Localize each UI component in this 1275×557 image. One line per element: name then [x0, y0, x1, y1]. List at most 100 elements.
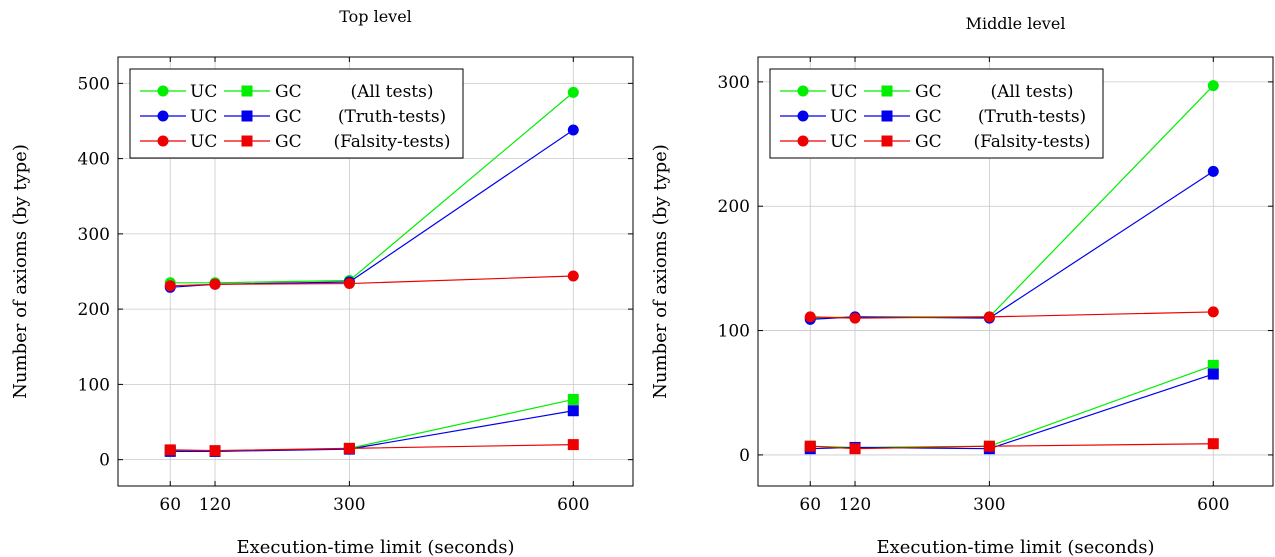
data-point — [343, 278, 355, 290]
legend-row: UC GC (Truth-tests) — [140, 107, 446, 127]
data-point — [1207, 359, 1219, 371]
legend-label-uc: UC — [190, 82, 217, 102]
x-tick-label: 60 — [159, 495, 181, 515]
y-tick-label: 0 — [739, 446, 750, 466]
legend-row: UC GC (Falsity-tests) — [140, 132, 451, 152]
chart-2: 60 120 300 600 0 100 200 300 Middle level Executi… — [650, 14, 1274, 557]
legend-marker-gc — [881, 85, 893, 97]
data-point — [164, 444, 176, 456]
series-uc-truth-tests — [804, 165, 1219, 325]
legend-label-gc: GC — [915, 82, 942, 102]
series-gc-all-tests — [804, 359, 1219, 453]
series-uc-falsity-tests — [804, 306, 1219, 324]
legend-group-label: (Falsity-tests) — [974, 132, 1091, 152]
x-tick-label: 600 — [1197, 495, 1229, 515]
data-point — [804, 311, 816, 323]
series-line — [810, 443, 1214, 450]
legend-label-uc: UC — [830, 82, 857, 102]
legend-label-uc: UC — [190, 132, 217, 152]
series-line — [810, 170, 1214, 320]
legend-marker-uc — [157, 85, 169, 97]
data-point — [209, 278, 221, 290]
y-tick-label: 500 — [78, 74, 110, 94]
y-tick-label: 100 — [718, 322, 750, 342]
series-gc-falsity-tests — [804, 438, 1219, 455]
data-point — [983, 440, 995, 452]
x-tick-label: 600 — [557, 495, 589, 515]
x-tick-label: 60 — [799, 495, 821, 515]
data-point — [1207, 438, 1219, 450]
legend-marker-uc — [797, 135, 809, 147]
series-line — [810, 364, 1214, 449]
data-point — [1207, 165, 1219, 177]
data-point — [567, 393, 579, 405]
y-tick-label: 300 — [718, 73, 750, 93]
legend-marker-uc — [157, 110, 169, 122]
legend-group-label: (Truth-tests) — [338, 107, 446, 127]
x-tick-label: 120 — [839, 495, 871, 515]
series-gc-truth-tests — [804, 368, 1219, 455]
x-tick-label: 120 — [199, 495, 231, 515]
data-point — [209, 445, 221, 457]
y-tick-label: 0 — [99, 451, 110, 471]
legend-marker-uc — [797, 85, 809, 97]
series-gc-truth-tests — [164, 405, 579, 457]
series-line — [810, 373, 1214, 450]
plot-frame — [117, 56, 634, 487]
data-point — [1207, 80, 1219, 92]
y-axis-label: Number of axioms (by type) — [10, 144, 31, 399]
legend: UC GC (All tests) UC GC (Truth-tests) UC GC (Fal… — [769, 68, 1104, 159]
plot-frame — [757, 56, 1274, 487]
legend-marker-gc — [241, 110, 253, 122]
legend-label-uc: UC — [830, 107, 857, 127]
legend-marker-gc — [241, 85, 253, 97]
data-point — [567, 124, 579, 136]
y-tick-label: 200 — [718, 197, 750, 217]
x-axis-label: Execution-time limit (seconds) — [236, 537, 514, 557]
legend-label-gc: GC — [275, 132, 302, 152]
legend-group-label: (Falsity-tests) — [334, 132, 451, 152]
series-line — [170, 398, 574, 452]
chart-title: Top level — [339, 7, 412, 26]
legend-row: UC GC (All tests) — [140, 82, 434, 102]
chart-1: 60 120 300 600 0 100 200 300 400 500 Top level Exec… — [10, 7, 634, 557]
data-point — [567, 86, 579, 98]
legend-label-gc: GC — [275, 107, 302, 127]
data-point — [343, 442, 355, 454]
series-uc-falsity-tests — [164, 270, 579, 292]
y-tick-label: 100 — [78, 375, 110, 395]
y-tick-label: 400 — [78, 150, 110, 170]
data-point — [1207, 368, 1219, 380]
series-line — [170, 91, 574, 284]
data-point — [804, 440, 816, 452]
legend-box — [769, 68, 1104, 159]
legend-label-uc: UC — [830, 132, 857, 152]
data-point — [567, 439, 579, 451]
legend-marker-gc — [881, 135, 893, 147]
series-gc-falsity-tests — [164, 439, 579, 457]
legend-row: UC GC (All tests) — [780, 82, 1074, 102]
series-line — [170, 275, 574, 287]
x-axis-label: Execution-time limit (seconds) — [876, 537, 1154, 557]
series-line — [170, 444, 574, 452]
legend-marker-gc — [881, 110, 893, 122]
legend-marker-uc — [157, 135, 169, 147]
legend-marker-uc — [797, 110, 809, 122]
chart-title: Middle level — [966, 14, 1066, 33]
legend-group-label: (All tests) — [991, 82, 1074, 102]
legend-label-gc: GC — [275, 82, 302, 102]
data-point — [849, 312, 861, 324]
legend-marker-gc — [241, 135, 253, 147]
data-point — [849, 443, 861, 455]
legend-group-label: (All tests) — [351, 82, 434, 102]
data-point — [567, 405, 579, 417]
legend: UC GC (All tests) UC GC (Truth-tests) UC GC (Fal… — [129, 68, 464, 159]
x-tick-label: 300 — [333, 495, 365, 515]
legend-label-gc: GC — [915, 132, 942, 152]
legend-row: UC GC (Falsity-tests) — [780, 132, 1091, 152]
series-line — [170, 410, 574, 452]
data-point — [567, 270, 579, 282]
legend-label-uc: UC — [190, 107, 217, 127]
data-point — [164, 280, 176, 292]
